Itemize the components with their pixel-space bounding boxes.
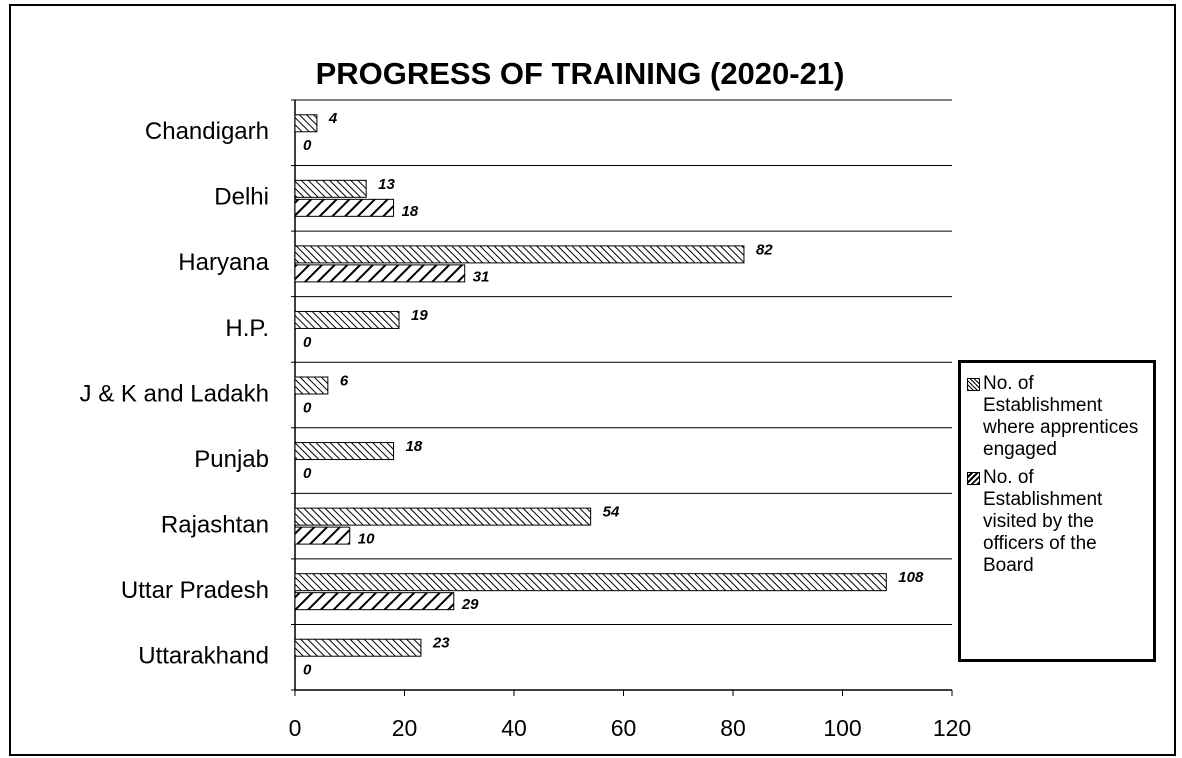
bar bbox=[294, 526, 351, 545]
value-label: 0 bbox=[303, 399, 312, 416]
value-label: 6 bbox=[340, 372, 349, 389]
value-label: 13 bbox=[378, 176, 395, 193]
y-tick-label: Haryana bbox=[178, 249, 269, 276]
chart-title: PROGRESS OF TRAINING (2020-21) bbox=[316, 56, 845, 91]
x-tick-label: 60 bbox=[611, 715, 637, 741]
value-label: 108 bbox=[898, 569, 924, 586]
value-label: 18 bbox=[406, 438, 423, 455]
legend-item: No. of Establishment where apprentices e… bbox=[967, 373, 1147, 461]
bar bbox=[294, 114, 318, 133]
value-label: 19 bbox=[411, 307, 428, 324]
legend: No. of Establishment where apprentices e… bbox=[958, 360, 1156, 662]
value-label: 4 bbox=[328, 110, 338, 127]
bar bbox=[294, 573, 887, 592]
bar bbox=[294, 592, 455, 611]
value-label: 29 bbox=[461, 596, 479, 613]
value-label: 10 bbox=[358, 531, 375, 548]
y-tick-label: Uttarakhand bbox=[138, 643, 269, 670]
frame bbox=[9, 4, 1176, 756]
x-tick-label: 20 bbox=[392, 715, 418, 741]
bar bbox=[294, 245, 745, 264]
y-tick-label: Rajashtan bbox=[161, 511, 269, 538]
bar bbox=[294, 310, 400, 329]
legend-item: No. of Establishment visited by the offi… bbox=[967, 467, 1147, 577]
bar bbox=[294, 179, 367, 198]
value-label: 82 bbox=[756, 241, 773, 258]
bar bbox=[294, 638, 422, 657]
legend-label: No. of Establishment where apprentices e… bbox=[983, 373, 1139, 460]
bar bbox=[294, 376, 329, 395]
bar bbox=[294, 507, 592, 526]
value-label: 0 bbox=[303, 662, 312, 679]
value-label: 23 bbox=[432, 635, 450, 652]
x-tick-label: 40 bbox=[501, 715, 527, 741]
x-tick-label: 120 bbox=[933, 715, 971, 741]
bar bbox=[294, 442, 395, 461]
legend-label: No. of Establishment visited by the offi… bbox=[983, 467, 1103, 576]
legend-swatch bbox=[967, 472, 980, 485]
y-tick-label: J & K and Ladakh bbox=[80, 380, 269, 407]
x-tick-label: 100 bbox=[823, 715, 861, 741]
y-tick-label: H.P. bbox=[225, 315, 269, 342]
y-tick-label: Punjab bbox=[194, 446, 269, 473]
y-tick-label: Uttar Pradesh bbox=[121, 577, 269, 604]
legend-swatch bbox=[967, 378, 980, 391]
value-label: 31 bbox=[473, 268, 490, 285]
value-label: 54 bbox=[603, 504, 620, 521]
x-tick-label: 80 bbox=[720, 715, 746, 741]
value-label: 0 bbox=[303, 334, 312, 351]
value-label: 18 bbox=[402, 203, 419, 220]
value-label: 0 bbox=[303, 465, 312, 482]
bar bbox=[294, 264, 466, 283]
y-tick-label: Delhi bbox=[214, 184, 269, 211]
value-label: 0 bbox=[303, 137, 312, 154]
x-tick-label: 0 bbox=[289, 715, 302, 741]
y-tick-label: Chandigarh bbox=[145, 118, 269, 145]
bar bbox=[294, 198, 395, 217]
